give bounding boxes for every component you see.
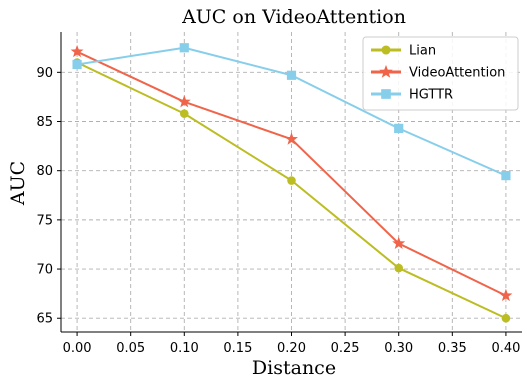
y-axis-label: AUC [7,161,29,206]
data-point [394,264,403,273]
data-point [287,176,296,185]
data-point [502,314,511,323]
x-tick-label: 0.00 [63,341,92,356]
x-tick-label: 0.35 [438,341,467,356]
x-tick-label: 0.05 [116,341,145,356]
legend-label: HGTTR [409,88,453,103]
data-point [180,43,189,52]
data-point [394,124,403,133]
x-tick-label: 0.20 [277,341,306,356]
y-tick-label: 90 [36,66,53,81]
x-tick-label: 0.10 [170,341,199,356]
legend-marker [381,89,391,99]
legend: Lian VideoAttention HGTTR [363,37,518,110]
y-tick-label: 70 [36,263,53,278]
data-point [72,60,81,69]
legend-label: VideoAttention [409,66,505,81]
x-tick-label: 0.25 [331,341,360,356]
data-point [501,171,510,180]
y-tick-label: 65 [36,312,53,327]
x-tick-label: 0.40 [491,341,520,356]
legend-marker [381,45,390,54]
data-point [287,71,296,80]
x-tick-label: 0.15 [223,341,252,356]
y-tick-label: 75 [36,213,53,228]
data-point [180,109,189,118]
chart-title: AUC on VideoAttention [181,6,406,28]
x-tick-label: 0.30 [384,341,413,356]
y-tick-label: 80 [36,164,53,179]
x-axis-label: Distance [252,357,336,376]
y-tick-label: 85 [36,115,53,130]
legend-label: Lian [409,44,436,59]
